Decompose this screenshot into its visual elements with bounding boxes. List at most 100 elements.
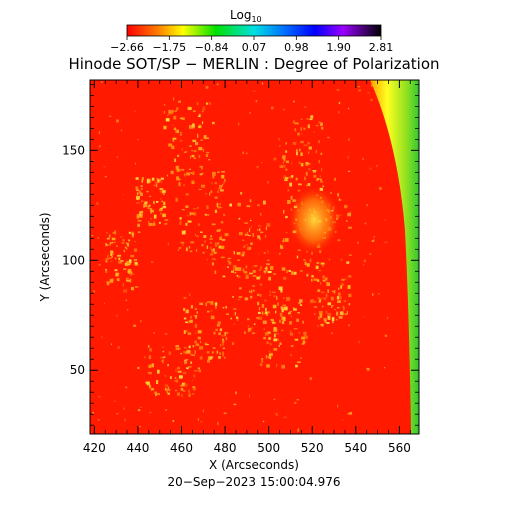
speckle — [205, 137, 210, 140]
speckle — [212, 171, 216, 176]
speckle — [336, 319, 338, 321]
speckle — [139, 406, 143, 408]
speckle — [235, 316, 239, 319]
x-tick-label: 540 — [344, 441, 367, 455]
speckle — [367, 92, 371, 94]
speckle — [303, 259, 306, 261]
speckle — [278, 252, 281, 255]
speckle — [248, 327, 252, 332]
speckle — [178, 100, 181, 103]
speckle — [273, 157, 277, 161]
speckle — [271, 291, 276, 293]
speckle — [256, 165, 259, 168]
speckle — [195, 315, 197, 319]
speckle — [109, 257, 112, 259]
speckle — [258, 225, 261, 227]
speckle — [246, 231, 248, 234]
speckle — [139, 210, 144, 214]
speckle — [304, 106, 306, 109]
speckle — [123, 407, 125, 410]
speckle — [114, 257, 117, 260]
x-tick-label: 560 — [388, 441, 411, 455]
speckle — [210, 241, 212, 244]
speckle — [331, 290, 334, 292]
speckle — [163, 356, 166, 359]
speckle — [265, 267, 268, 271]
speckle — [331, 317, 335, 321]
speckle — [106, 282, 110, 286]
speckle — [204, 213, 207, 216]
speckle — [97, 236, 99, 239]
speckle — [230, 317, 233, 320]
speckle — [183, 184, 185, 187]
speckle — [185, 321, 188, 324]
speckle — [211, 249, 216, 253]
speckle — [180, 216, 182, 221]
speckle — [301, 336, 306, 340]
speckle — [299, 270, 303, 272]
speckle — [190, 315, 192, 319]
speckle — [172, 420, 175, 423]
speckle — [219, 352, 221, 355]
speckle — [263, 328, 265, 331]
speckle — [340, 258, 343, 261]
colorbar-tick-label: −1.75 — [152, 41, 186, 54]
speckle — [205, 85, 209, 89]
speckle — [214, 196, 218, 199]
speckle — [371, 240, 375, 242]
speckle — [268, 353, 271, 357]
speckle — [153, 221, 155, 226]
speckle — [348, 303, 350, 306]
speckle — [166, 388, 171, 392]
speckle — [214, 181, 218, 185]
speckle — [362, 157, 364, 161]
speckle — [292, 308, 297, 311]
speckle — [175, 347, 180, 351]
speckle — [156, 178, 160, 181]
speckle — [146, 179, 150, 184]
speckle — [325, 310, 328, 314]
speckle — [295, 364, 298, 368]
speckle — [337, 287, 340, 290]
speckle — [258, 253, 260, 255]
speckle — [160, 180, 163, 183]
speckle — [217, 188, 220, 190]
speckle — [306, 263, 310, 267]
speckle — [156, 380, 159, 384]
speckle — [197, 330, 202, 334]
speckle — [340, 283, 345, 286]
speckle — [180, 352, 183, 355]
speckle — [344, 278, 347, 280]
speckle — [193, 369, 198, 372]
speckle — [278, 138, 280, 141]
speckle — [270, 343, 272, 346]
speckle — [164, 375, 167, 377]
speckle — [164, 222, 168, 225]
speckle — [161, 346, 164, 348]
speckle — [91, 235, 94, 237]
speckle — [139, 319, 142, 323]
speckle — [218, 332, 221, 336]
speckle — [337, 300, 342, 303]
speckle — [222, 275, 226, 278]
speckle — [281, 308, 284, 313]
speckle — [136, 192, 139, 195]
speckle — [125, 386, 128, 389]
speckle — [151, 363, 154, 368]
speckle — [126, 260, 130, 264]
speckle — [171, 145, 175, 150]
speckle — [225, 306, 228, 309]
speckle — [127, 262, 131, 265]
speckle — [315, 265, 319, 270]
speckle — [133, 324, 137, 327]
speckle — [122, 194, 124, 196]
speckle — [193, 374, 196, 378]
speckle — [250, 219, 252, 222]
speckle — [193, 157, 196, 160]
speckle — [327, 312, 332, 317]
speckle — [280, 165, 283, 168]
speckle — [93, 290, 95, 293]
speckle — [104, 175, 107, 178]
speckle — [185, 193, 189, 196]
speckle — [110, 250, 114, 253]
